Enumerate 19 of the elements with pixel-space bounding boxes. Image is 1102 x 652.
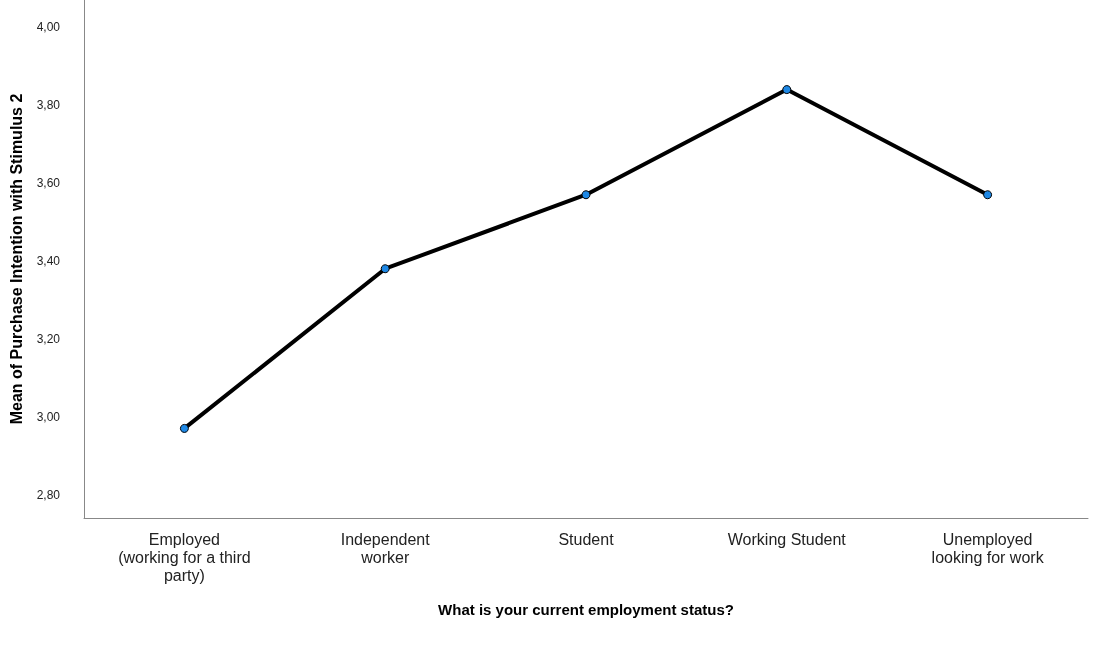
y-axis-title: Mean of Purchase Intention with Stimulus 2	[7, 93, 25, 425]
y-tick-label: 3,20	[36, 331, 61, 346]
point	[380, 264, 390, 274]
x-tick-label: Unemployed looking for work	[931, 530, 1045, 566]
y-tick-label: 3,00	[36, 409, 61, 424]
y-tick-label: 3,80	[36, 98, 61, 113]
point	[983, 190, 993, 200]
x-tick-label: Student	[558, 530, 615, 548]
y-tick-label: 2,80	[36, 487, 61, 502]
point	[179, 423, 189, 433]
y-tick-label: 3,60	[36, 176, 61, 191]
point	[782, 85, 792, 95]
point	[581, 190, 591, 200]
y-tick-label: 4,00	[36, 20, 61, 35]
x-tick-label: Working Student	[727, 530, 847, 548]
x-axis-title: What is your current employment status?	[438, 601, 734, 618]
x-tick-label: Independent worker	[340, 530, 431, 566]
y-tick-label: 3,40	[36, 253, 61, 268]
x-tick-label: Employed (working for a third party)	[118, 530, 251, 584]
